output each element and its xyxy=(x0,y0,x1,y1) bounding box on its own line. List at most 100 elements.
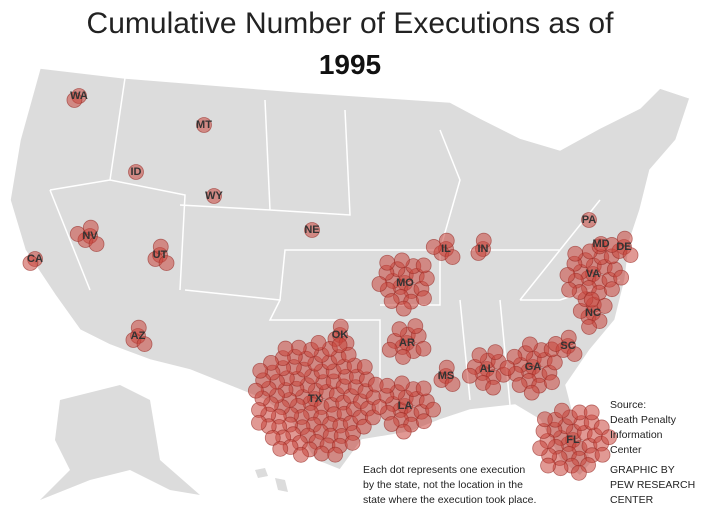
dot xyxy=(332,318,349,335)
dot xyxy=(394,375,410,392)
source-line: Death Penalty xyxy=(610,414,677,426)
execution-dots xyxy=(547,329,583,362)
note-line: state where the execution took place. xyxy=(363,494,536,506)
dot xyxy=(88,236,105,252)
execution-dots xyxy=(304,222,320,238)
state-label: AZ xyxy=(131,330,146,342)
dot xyxy=(290,339,307,356)
dot xyxy=(264,429,281,446)
dot xyxy=(407,318,424,335)
state-label: FL xyxy=(566,434,580,446)
execution-dots xyxy=(206,188,222,204)
state-label: MT xyxy=(196,119,212,131)
dot xyxy=(206,188,222,204)
dot xyxy=(66,92,83,108)
dot xyxy=(415,257,432,274)
dot xyxy=(247,382,264,399)
dot xyxy=(532,440,549,457)
dot xyxy=(523,384,540,401)
dot xyxy=(263,354,279,371)
dot xyxy=(304,222,320,238)
state-label: NC xyxy=(585,307,601,319)
dot xyxy=(383,293,400,309)
dot xyxy=(356,359,373,375)
dot xyxy=(583,291,600,308)
credit-line: GRAPHIC BY xyxy=(610,464,675,476)
execution-dots xyxy=(532,402,617,481)
dot xyxy=(272,440,289,457)
state-label: VA xyxy=(586,268,601,280)
dot xyxy=(475,232,492,249)
dot xyxy=(471,347,488,364)
dot xyxy=(152,238,169,255)
state-label: NV xyxy=(82,230,98,242)
execution-dots xyxy=(381,318,432,365)
dot xyxy=(485,379,502,396)
dot xyxy=(415,340,432,357)
execution-dots xyxy=(247,335,384,463)
dot xyxy=(82,219,99,236)
state-label: AR xyxy=(399,337,415,349)
dot xyxy=(561,281,578,298)
dot xyxy=(395,349,411,365)
note-line: by the state, not the location in the xyxy=(363,479,523,491)
execution-dots xyxy=(196,117,212,133)
note-line: Each dot represents one execution xyxy=(363,464,525,476)
state-label: ID xyxy=(131,166,142,178)
dot xyxy=(379,377,396,394)
execution-dots xyxy=(581,212,597,228)
dot xyxy=(136,336,153,352)
dot xyxy=(554,402,570,419)
execution-dots xyxy=(559,238,630,308)
dot xyxy=(444,249,461,265)
credit-line: CENTER xyxy=(610,494,654,506)
execution-dots xyxy=(461,344,512,396)
dot xyxy=(331,337,348,354)
source-line: Information xyxy=(610,429,663,441)
dot xyxy=(395,423,412,440)
state-label: GA xyxy=(525,361,542,373)
dot xyxy=(616,230,633,247)
state-label: LA xyxy=(398,400,413,412)
state-label: WA xyxy=(70,90,88,102)
source-line: Center xyxy=(610,444,642,456)
dot xyxy=(487,344,504,361)
state-label: UT xyxy=(153,249,168,261)
dot xyxy=(196,117,212,133)
execution-dots xyxy=(125,319,153,352)
dot xyxy=(444,376,461,392)
dot xyxy=(596,298,613,314)
dot xyxy=(581,319,597,335)
execution-dots xyxy=(69,219,105,252)
dot xyxy=(391,321,408,338)
state-label: PA xyxy=(582,214,597,226)
dot xyxy=(522,336,538,353)
dot xyxy=(371,276,388,292)
dot xyxy=(540,457,556,474)
state-label: WY xyxy=(205,190,223,202)
state-borders xyxy=(49,77,621,420)
dot xyxy=(310,335,327,351)
execution-dots xyxy=(128,164,144,180)
dot xyxy=(583,404,600,421)
dot xyxy=(418,270,435,287)
execution-dots xyxy=(147,238,175,271)
dot xyxy=(567,245,584,262)
dot xyxy=(130,319,147,336)
execution-dots xyxy=(371,252,435,317)
dot xyxy=(581,212,597,228)
dot xyxy=(499,360,516,376)
dot xyxy=(379,254,396,271)
execution-dots xyxy=(371,375,442,440)
execution-dots xyxy=(425,232,461,265)
dot xyxy=(277,340,294,357)
state-label: AL xyxy=(480,363,495,375)
state-label: IN xyxy=(478,243,489,255)
dot xyxy=(69,226,86,242)
state-label: DE xyxy=(616,241,631,253)
dot xyxy=(383,416,400,432)
state-label: IL xyxy=(441,243,451,255)
dot xyxy=(603,237,620,253)
execution-dots xyxy=(499,336,563,401)
dot xyxy=(438,359,455,376)
